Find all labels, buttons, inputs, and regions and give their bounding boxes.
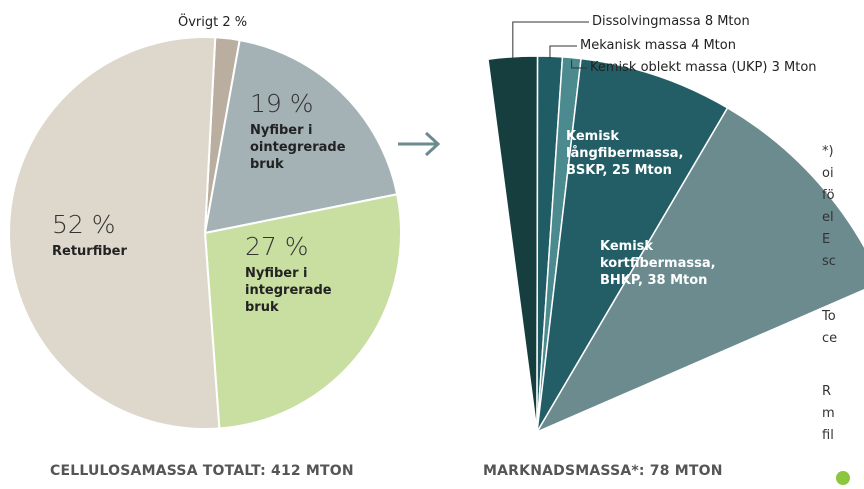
fan-slice bbox=[535, 106, 864, 434]
note-line: oi bbox=[822, 166, 834, 181]
note-line: ce bbox=[822, 331, 838, 346]
pie-caption: CELLULOSAMASSA TOTALT: 412 MTON bbox=[50, 463, 354, 479]
value-label: 52 % bbox=[52, 210, 116, 239]
category-label: Övrigt bbox=[178, 15, 219, 30]
value-label: 3 Mton bbox=[771, 60, 817, 75]
pie-slice bbox=[203, 38, 399, 235]
value-label: 2 % bbox=[222, 15, 248, 30]
slice-label: Övrigt 2 % bbox=[178, 14, 247, 31]
fan-slice bbox=[487, 55, 539, 433]
category-label: Kemisk oblekt massa (UKP) bbox=[590, 60, 768, 75]
category-label: Kemisk kortfibermassa, BHKP, bbox=[600, 239, 716, 288]
note-line: m bbox=[822, 406, 835, 421]
value-label: 38 Mton bbox=[647, 273, 708, 288]
legend-dot bbox=[836, 471, 850, 485]
value-label: 27 % bbox=[245, 232, 309, 261]
value-label: 19 % bbox=[250, 89, 314, 118]
slice-label: Kemisk oblekt massa (UKP) 3 Mton bbox=[590, 59, 817, 76]
note-line: fil bbox=[822, 428, 834, 443]
category-label: Mekanisk massa bbox=[580, 38, 687, 53]
note-line: E bbox=[822, 232, 831, 247]
value-label: 25 Mton bbox=[611, 163, 672, 178]
slice-label: Dissolvingmassa 8 Mton bbox=[592, 13, 750, 30]
category-label: Nyfiber i integrerade bruk bbox=[245, 266, 332, 315]
value-label: 4 Mton bbox=[691, 38, 736, 53]
callout-line bbox=[549, 45, 577, 59]
note-line: To bbox=[822, 309, 836, 324]
callout-line bbox=[571, 59, 587, 69]
category-label: Dissolvingmassa bbox=[592, 14, 701, 29]
note-line: R bbox=[822, 384, 832, 399]
slice-label: Kemisk kortfibermassa, BHKP, 38 Mton bbox=[600, 238, 730, 289]
category-label: Nyfiber i ointegrerade bruk bbox=[250, 123, 346, 172]
note-line: *) bbox=[822, 144, 834, 159]
pie-slice bbox=[203, 193, 402, 430]
value-label: 8 Mton bbox=[704, 14, 750, 29]
pie-slice bbox=[8, 36, 221, 430]
fan-caption: MARKNADSMASSA*: 78 MTON bbox=[483, 463, 723, 479]
fan-slice bbox=[536, 57, 729, 433]
slice-label: Mekanisk massa 4 Mton bbox=[580, 37, 736, 54]
note-line: fö bbox=[822, 188, 835, 203]
note-line: el bbox=[822, 210, 834, 225]
note-line: sc bbox=[822, 254, 836, 269]
slice-label: Kemisk långfibermassa, BSKP, 25 Mton bbox=[566, 128, 694, 179]
arrow bbox=[398, 131, 441, 157]
callout-line bbox=[512, 21, 589, 59]
category-label: Returfiber bbox=[52, 244, 127, 259]
category-label: Kemisk långfibermassa, BSKP, bbox=[566, 129, 684, 178]
